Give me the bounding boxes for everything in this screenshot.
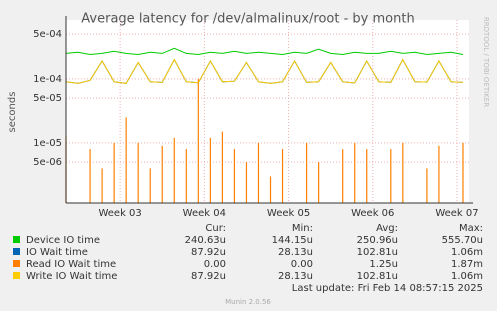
last-update: Last update: Fri Feb 14 08:57:15 2025: [292, 283, 483, 294]
legend-value: 87.92u: [191, 247, 226, 258]
legend-value: 250.96u: [357, 235, 398, 246]
legend-header: Min:: [292, 223, 313, 234]
legend-value: 87.92u: [191, 271, 226, 282]
legend-swatch: [13, 236, 20, 243]
y-tick-label: 1e-04: [33, 74, 62, 85]
legend-header: Max:: [459, 223, 483, 234]
legend-value: 144.15u: [272, 235, 313, 246]
legend-swatch: [13, 248, 20, 255]
legend-header: Avg:: [376, 223, 398, 234]
legend-label: Device IO time: [26, 235, 100, 246]
y-axis-label: seconds: [7, 92, 18, 133]
legend-value: 28.13u: [278, 271, 313, 282]
x-tick-label: Week 05: [267, 208, 310, 219]
legend-value: 0.00: [291, 259, 313, 270]
legend-label: IO Wait time: [26, 247, 88, 258]
series-line: [65, 47, 464, 56]
legend-value: 0.00: [204, 259, 226, 270]
y-tick-label: 5e-04: [33, 29, 62, 40]
legend-value: 1.06m: [451, 271, 483, 282]
legend-value: 1.06m: [451, 247, 483, 258]
series-line: [65, 58, 464, 84]
x-tick-label: Week 03: [98, 208, 141, 219]
x-tick-label: Week 06: [351, 208, 394, 219]
y-tick-label: 1e-05: [33, 138, 62, 149]
legend-value: 555.70u: [442, 235, 483, 246]
chart-title: Average latency for /dev/almalinux/root …: [81, 12, 414, 27]
legend-swatch: [13, 260, 20, 267]
legend-header: Cur:: [205, 223, 226, 234]
y-tick-label: 5e-05: [33, 93, 62, 104]
x-tick-label: Week 07: [435, 208, 478, 219]
legend-label: Read IO Wait time: [26, 259, 116, 270]
legend-value: 102.81u: [357, 247, 398, 258]
legend-value: 102.81u: [357, 271, 398, 282]
legend-value: 240.63u: [185, 235, 226, 246]
plot-area: [66, 20, 469, 203]
legend-swatch: [13, 272, 20, 279]
legend-value: 1.87m: [451, 259, 483, 270]
watermark: RRDTOOL / TOBI OETIKER: [482, 17, 490, 107]
y-tick-label: 5e-06: [33, 157, 62, 168]
footer: Munin 2.0.56: [225, 298, 271, 306]
legend-value: 1.25u: [369, 259, 398, 270]
x-tick-label: Week 04: [183, 208, 226, 219]
legend-value: 28.13u: [278, 247, 313, 258]
legend-label: Write IO Wait time: [26, 271, 117, 282]
